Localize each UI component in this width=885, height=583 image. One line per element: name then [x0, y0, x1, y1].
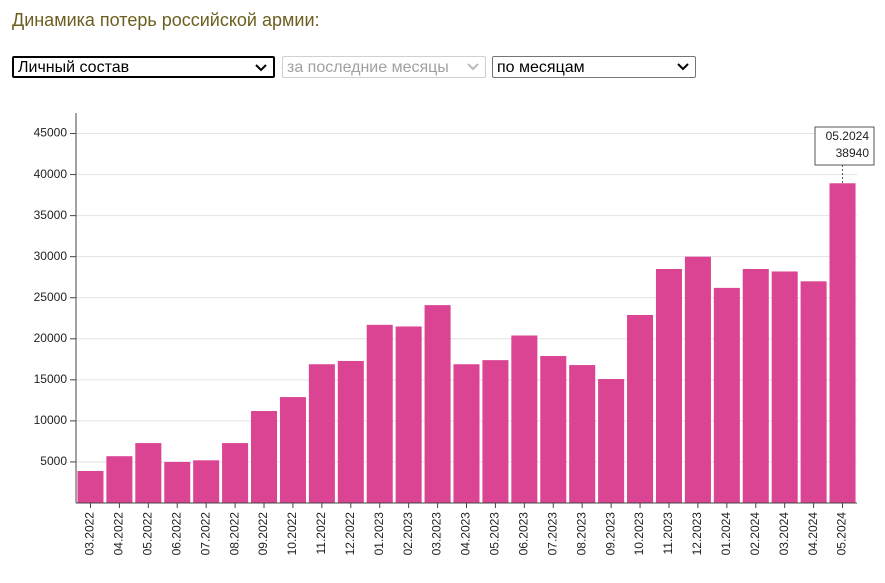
bar	[627, 314, 654, 503]
chart-title: Динамика потерь российской армии:	[12, 10, 320, 30]
x-tick-label: 07.2023	[545, 512, 559, 556]
bar	[771, 271, 798, 503]
bar	[800, 281, 827, 503]
tooltip	[814, 126, 875, 166]
bar	[453, 364, 480, 503]
dropdown-text: за последние месяцы	[287, 59, 449, 76]
x-tick-label: 06.2023	[517, 512, 531, 556]
y-tick-label: 45000	[34, 126, 68, 140]
bar	[135, 443, 162, 503]
y-tick-label: 5000	[40, 454, 67, 468]
y-tick-label: 20000	[34, 331, 68, 345]
x-tick-label: 09.2022	[256, 512, 270, 556]
chevron	[255, 64, 267, 72]
bar	[77, 470, 104, 503]
bar	[424, 305, 451, 503]
bar	[366, 324, 393, 503]
x-tick-label: 08.2022	[227, 512, 241, 556]
x-tick-label: 06.2022	[169, 512, 183, 556]
x-tick-label: 02.2024	[748, 512, 762, 556]
x-tick-label: 04.2023	[459, 512, 473, 556]
x-tick-label: 03.2022	[83, 512, 97, 556]
chevron	[467, 63, 479, 71]
tooltip-value: 38940	[836, 146, 870, 160]
y-tick-label: 15000	[34, 372, 68, 386]
x-tick-label: 10.2022	[285, 512, 299, 556]
dropdown[interactable]: по месяцам	[492, 56, 696, 78]
x-tick-label: 04.2024	[806, 512, 820, 556]
y-tick-label: 40000	[34, 167, 68, 181]
bar	[742, 269, 769, 503]
bar	[337, 360, 364, 503]
y-tick-label: 30000	[34, 249, 68, 263]
bar	[598, 379, 625, 503]
x-tick-label: 11.2023	[661, 512, 675, 555]
dropdown-text: по месяцам	[497, 59, 585, 76]
x-tick-label: 09.2023	[603, 512, 617, 556]
x-tick-label: 03.2024	[777, 512, 791, 556]
x-tick-label: 05.2024	[835, 512, 849, 556]
x-tick-label: 12.2022	[343, 512, 357, 556]
y-tick-label: 25000	[34, 290, 68, 304]
x-tick-label: 04.2022	[112, 512, 126, 556]
bar	[251, 411, 278, 503]
x-tick-label: 03.2023	[430, 512, 444, 556]
x-tick-label: 08.2023	[574, 512, 588, 556]
bar	[279, 397, 306, 503]
x-tick-label: 07.2022	[198, 512, 212, 556]
x-tick-label: 01.2023	[372, 512, 386, 556]
bar	[511, 335, 538, 503]
x-tick-label: 01.2024	[719, 512, 733, 556]
x-tick-label: 05.2023	[488, 512, 502, 556]
y-tick-label: 10000	[34, 413, 68, 427]
dropdown-text: Личный состав	[18, 59, 130, 76]
x-tick-label: 12.2023	[690, 512, 704, 556]
bar	[569, 365, 596, 503]
bar	[829, 183, 856, 503]
dropdown[interactable]: Личный состав	[12, 56, 275, 78]
bar	[540, 356, 567, 503]
chevron	[677, 63, 689, 71]
x-tick-label: 10.2023	[632, 512, 646, 556]
x-tick-label: 02.2023	[401, 512, 415, 556]
bar	[164, 461, 191, 503]
dropdown[interactable]: за последние месяцы	[282, 56, 486, 78]
bar	[193, 460, 220, 503]
bar	[684, 256, 711, 503]
bar	[395, 326, 422, 503]
bar	[482, 360, 509, 503]
bar	[222, 443, 249, 503]
y-tick-label: 35000	[34, 208, 68, 222]
bar	[655, 269, 682, 503]
bar	[106, 456, 133, 503]
tooltip-category: 05.2024	[826, 129, 870, 143]
bar	[713, 287, 740, 503]
x-tick-label: 11.2022	[314, 512, 328, 555]
bar	[308, 364, 335, 503]
x-tick-label: 05.2022	[140, 512, 154, 556]
